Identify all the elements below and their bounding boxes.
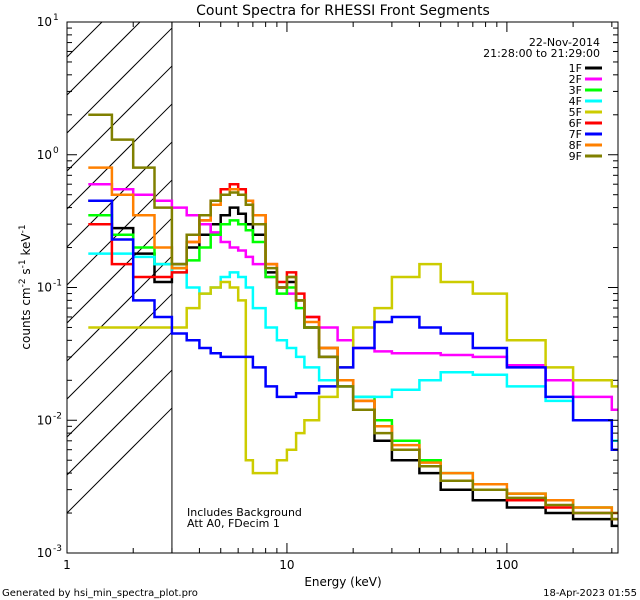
hatch-line [67, 255, 173, 362]
series-group [88, 113, 618, 528]
y-tick-exponent: -2 [53, 411, 62, 421]
annotation-background: Includes Background [187, 506, 302, 519]
hatch-line [67, 407, 173, 514]
y-tick-exponent: 0 [53, 146, 59, 156]
date-label: 22-Nov-2014 [529, 36, 600, 49]
series-line-7F [88, 199, 618, 451]
y-tick-label: 10 [37, 148, 52, 162]
time-range-label: 21:28:00 to 21:29:00 [483, 47, 600, 60]
hatched-region [67, 0, 173, 514]
y-tick-label: 10 [37, 413, 52, 427]
hatch-line [67, 65, 173, 172]
legend-label: 3F [569, 84, 582, 97]
legend-label: 1F [569, 62, 582, 75]
y-tick-label: 10 [37, 546, 52, 560]
hatch-line [67, 0, 172, 19]
legend-label: 8F [569, 139, 582, 152]
y-tick-label: 10 [37, 15, 52, 29]
series-line-4F [88, 252, 618, 443]
legend-label: 5F [569, 106, 582, 119]
legend-label: 7F [569, 128, 582, 141]
y-tick-exponent: -3 [53, 544, 62, 554]
hatch-line [67, 27, 173, 134]
x-tick-label: 10 [279, 558, 294, 572]
hatch-line [67, 293, 173, 400]
hatch-line [67, 369, 173, 476]
legend-label: 4F [569, 95, 582, 108]
legend-label: 6F [569, 117, 582, 130]
x-tick-label: 100 [495, 558, 518, 572]
hatch-line [67, 331, 173, 438]
series-line-9F [88, 113, 618, 521]
series-line-2F [88, 182, 618, 411]
footer-generated: Generated by hsi_min_spectra_plot.pro [2, 588, 198, 599]
hatch-line [67, 103, 173, 210]
annotation-attenuator: Att A0, FDecim 1 [187, 517, 280, 530]
y-tick-exponent: -1 [53, 279, 62, 289]
x-tick-label: 1 [63, 558, 71, 572]
chart-title: Count Spectra for RHESSI Front Segments [196, 3, 490, 19]
plot-frame [66, 21, 619, 554]
y-axis-label: counts cm-2 s-1 keV-1 [18, 224, 33, 349]
x-axis-label: Energy (keV) [304, 575, 381, 589]
legend-label: 9F [569, 150, 582, 163]
series-line-5F [88, 262, 618, 475]
footer-timestamp: 18-Apr-2023 01:55 [543, 588, 637, 599]
y-tick-label: 10 [37, 281, 52, 295]
hatch-line [67, 22, 103, 58]
legend-label: 2F [569, 73, 582, 86]
hatch-line [67, 22, 141, 96]
y-tick-exponent: 1 [53, 13, 59, 23]
